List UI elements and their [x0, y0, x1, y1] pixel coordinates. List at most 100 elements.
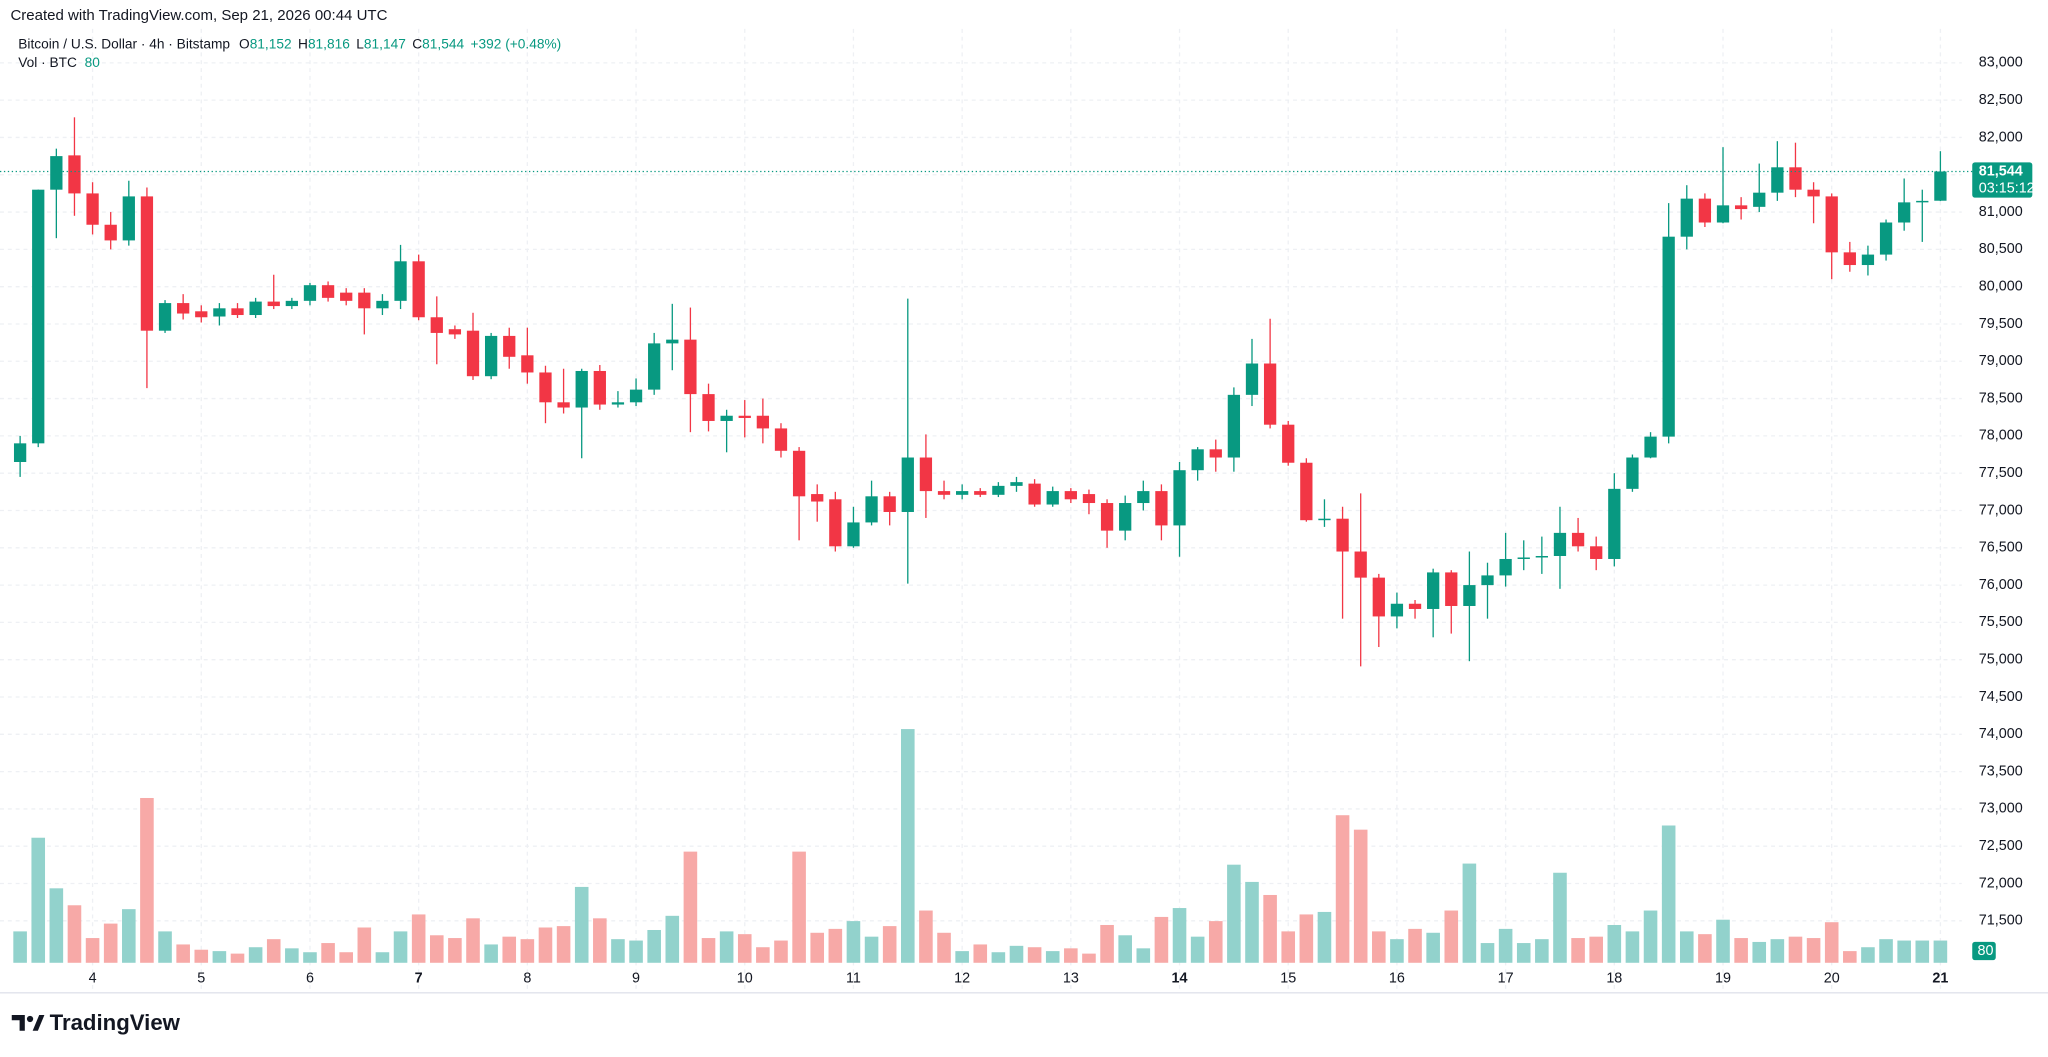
candle-body	[13, 443, 27, 462]
candle-body	[1390, 603, 1404, 617]
candle-body	[1336, 518, 1349, 552]
volume-bar	[158, 931, 172, 963]
candle-body	[883, 496, 896, 512]
volume-bar	[1498, 928, 1513, 963]
ohlc-value: 81,544	[422, 36, 464, 51]
volume-bar	[31, 837, 46, 963]
x-tick-label: 12	[954, 970, 970, 986]
candle-body	[1282, 424, 1295, 463]
candle-body	[1698, 198, 1712, 223]
y-tick-label: 78,000	[1979, 428, 2023, 444]
volume-bar	[1607, 924, 1622, 963]
candle-body	[1100, 503, 1114, 531]
candle-body	[394, 261, 407, 301]
x-tick-label: 17	[1498, 970, 1514, 986]
volume-bar	[1516, 943, 1531, 963]
volume-bar	[1444, 910, 1459, 963]
volume-title: Vol · BTC	[18, 54, 77, 69]
y-tick-label: 74,000	[1979, 726, 2023, 742]
volume-bar	[393, 931, 408, 963]
volume-bar	[756, 947, 770, 963]
volume-bar	[1770, 939, 1785, 963]
y-tick-label: 80,000	[1979, 278, 2023, 294]
candle-body	[1481, 575, 1494, 586]
x-tick-label: 4	[89, 970, 97, 986]
candle-body	[557, 402, 570, 408]
brand-logo: TradingView	[11, 1010, 181, 1035]
volume-bar	[339, 952, 353, 963]
candles	[13, 117, 1947, 667]
volume-bar	[864, 936, 879, 963]
y-tick-label: 77,000	[1979, 502, 2023, 518]
candle-body	[484, 335, 498, 377]
candle-body	[1209, 449, 1222, 458]
volume-bar	[230, 953, 245, 963]
candle-body	[521, 355, 534, 373]
candle-body	[1571, 532, 1585, 547]
x-tick-label: 10	[737, 970, 753, 986]
candle-body	[1427, 572, 1440, 609]
y-tick-label: 77,500	[1979, 465, 2023, 481]
volume-bar	[1100, 924, 1114, 963]
candle-body	[1879, 222, 1893, 255]
y-tick-label: 81,000	[1979, 204, 2023, 220]
volume-bar	[1462, 863, 1477, 963]
volume-bar	[429, 935, 444, 963]
volume-bar	[846, 921, 861, 963]
volume-bar	[719, 931, 734, 963]
candle-body	[919, 457, 933, 492]
volume-bar	[1824, 922, 1839, 963]
legend-ohlc: Bitcoin / U.S. Dollar · 4h · Bitstamp O8…	[18, 36, 561, 51]
volume-bar	[1698, 934, 1712, 963]
candle-body	[901, 457, 914, 512]
ohlc-value: 81,816	[308, 36, 350, 51]
x-tick-label: 19	[1715, 970, 1731, 986]
candle-body	[575, 370, 588, 408]
y-tick-label: 73,500	[1979, 763, 2023, 779]
volume-bar	[1245, 881, 1259, 963]
change: +392	[471, 36, 502, 51]
volume-bar	[882, 926, 897, 963]
candle-body	[1898, 202, 1911, 223]
volume-bar	[67, 905, 82, 963]
volume-bar	[683, 851, 698, 963]
volume-bar	[85, 938, 100, 963]
volume-bar	[1933, 940, 1948, 963]
volume-bar	[1843, 951, 1857, 963]
volume-bar	[991, 952, 1006, 963]
volume-bar	[1172, 908, 1187, 963]
candle-body	[1318, 518, 1331, 521]
candle-body	[68, 155, 81, 194]
candle-body	[1590, 546, 1603, 559]
candle-body	[231, 308, 244, 316]
volume-badge	[1972, 941, 1996, 961]
change-pct: (+0.48%)	[505, 36, 561, 51]
volume-bar	[1589, 936, 1603, 963]
candle-body	[792, 450, 806, 497]
y-tick-label: 79,000	[1979, 353, 2023, 369]
y-tick-label: 71,500	[1979, 913, 2023, 929]
logo-mark	[11, 1015, 25, 1031]
candle-body	[1825, 196, 1838, 253]
candle-body	[1644, 436, 1657, 458]
candle-body	[104, 224, 117, 241]
ohlc-key: C	[412, 36, 422, 51]
candle-body	[738, 415, 751, 418]
volume-bar	[1082, 953, 1096, 963]
volume-bar	[538, 927, 553, 963]
volume-bar	[1208, 921, 1223, 963]
candle-body	[829, 499, 842, 547]
ohlc-key: H	[298, 36, 308, 51]
candle-body	[865, 496, 878, 523]
volume-bar	[266, 939, 281, 963]
candle-body	[1535, 555, 1548, 558]
candle-body	[1064, 491, 1077, 500]
volume-bar	[140, 797, 154, 963]
volume-bar	[1535, 939, 1549, 963]
candle-body	[430, 317, 443, 333]
volume-bar	[792, 851, 806, 963]
volume-bar	[466, 918, 480, 963]
candle-body	[466, 330, 480, 377]
